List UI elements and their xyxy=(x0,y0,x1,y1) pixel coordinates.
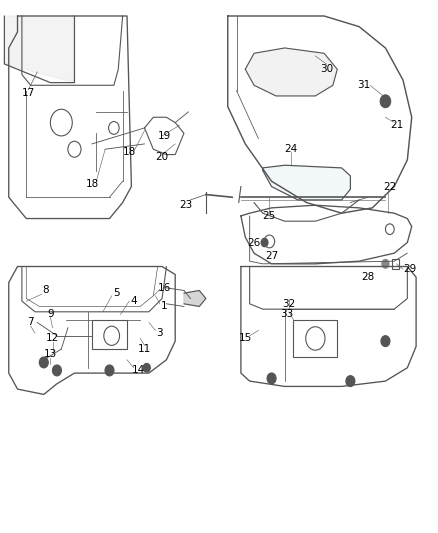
Text: 18: 18 xyxy=(85,179,99,189)
Polygon shape xyxy=(245,48,337,96)
Text: 30: 30 xyxy=(320,64,333,74)
Text: 29: 29 xyxy=(403,264,416,274)
Text: 32: 32 xyxy=(283,299,296,309)
Polygon shape xyxy=(4,16,74,83)
Text: 9: 9 xyxy=(47,310,54,319)
Circle shape xyxy=(346,376,355,386)
Text: 24: 24 xyxy=(285,144,298,154)
Text: 4: 4 xyxy=(130,296,137,306)
Circle shape xyxy=(261,238,268,247)
Bar xyxy=(92,320,127,349)
Circle shape xyxy=(143,364,150,372)
Text: 33: 33 xyxy=(280,310,293,319)
Text: 27: 27 xyxy=(265,251,278,261)
Text: 3: 3 xyxy=(156,328,163,338)
Text: 17: 17 xyxy=(22,88,35,98)
Text: 28: 28 xyxy=(361,272,374,282)
Text: 20: 20 xyxy=(155,152,169,162)
Text: 23: 23 xyxy=(180,200,193,210)
Circle shape xyxy=(373,115,381,125)
Text: 8: 8 xyxy=(42,286,49,295)
Text: 22: 22 xyxy=(383,182,396,191)
Text: 12: 12 xyxy=(46,334,59,343)
Circle shape xyxy=(39,357,48,368)
Text: 13: 13 xyxy=(44,350,57,359)
Text: 16: 16 xyxy=(158,283,171,293)
Text: 31: 31 xyxy=(357,80,370,90)
Circle shape xyxy=(53,365,61,376)
Text: 7: 7 xyxy=(27,318,34,327)
Polygon shape xyxy=(263,165,350,200)
Text: 19: 19 xyxy=(158,131,171,141)
Circle shape xyxy=(105,365,114,376)
Circle shape xyxy=(381,336,390,346)
Circle shape xyxy=(267,373,276,384)
Text: 26: 26 xyxy=(247,238,261,247)
Circle shape xyxy=(382,260,389,268)
Text: 25: 25 xyxy=(263,211,276,221)
Text: 21: 21 xyxy=(390,120,403,130)
Bar xyxy=(293,320,337,357)
Text: 11: 11 xyxy=(138,344,151,354)
Text: 1: 1 xyxy=(161,302,168,311)
Circle shape xyxy=(380,95,391,108)
Text: 14: 14 xyxy=(131,366,145,375)
Text: 5: 5 xyxy=(113,288,120,298)
Text: 18: 18 xyxy=(123,147,136,157)
Polygon shape xyxy=(184,290,206,306)
Text: 15: 15 xyxy=(239,334,252,343)
